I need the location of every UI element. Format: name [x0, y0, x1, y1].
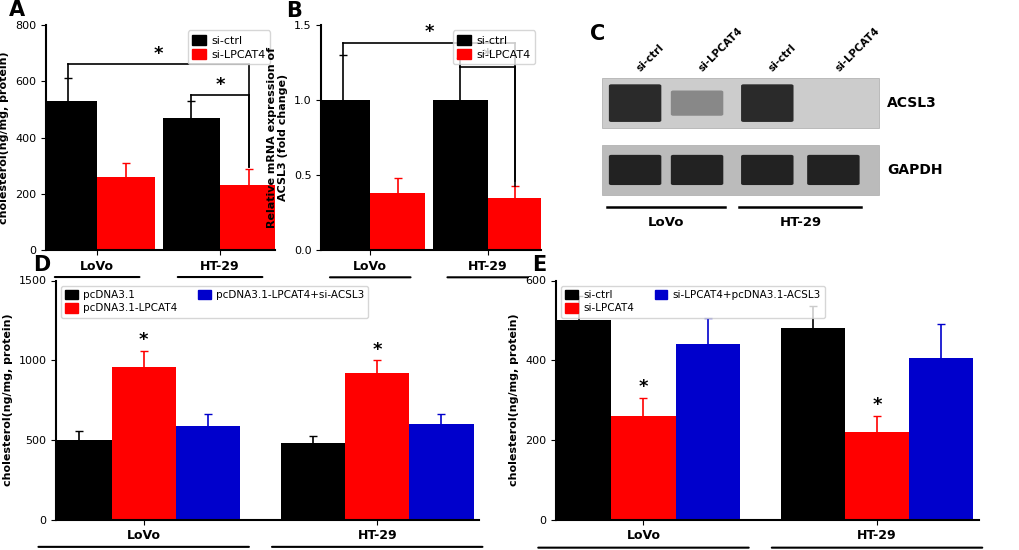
Text: *: *: [638, 378, 648, 396]
Bar: [546, 320, 610, 520]
Legend: si-ctrl, si-LPCAT4: si-ctrl, si-LPCAT4: [187, 30, 270, 64]
Text: A: A: [9, 1, 25, 20]
Bar: [487, 197, 542, 250]
Text: *: *: [871, 396, 880, 414]
Bar: [163, 118, 220, 250]
Bar: [97, 177, 154, 250]
Y-axis label: Relative mRNA expression of
ACSL3 (fold change): Relative mRNA expression of ACSL3 (fold …: [267, 47, 288, 228]
Text: si-LPCAT4: si-LPCAT4: [696, 25, 744, 73]
Bar: [780, 328, 844, 520]
Bar: [610, 416, 675, 520]
FancyBboxPatch shape: [806, 155, 859, 185]
FancyBboxPatch shape: [601, 145, 878, 195]
Text: *: *: [154, 45, 163, 63]
Text: *: *: [483, 47, 492, 65]
Bar: [220, 185, 277, 250]
Y-axis label: cholesterol(ng/mg, protein): cholesterol(ng/mg, protein): [510, 314, 519, 486]
Text: *: *: [139, 331, 149, 349]
Bar: [47, 440, 111, 520]
Text: *: *: [372, 340, 381, 359]
Bar: [908, 358, 972, 520]
Text: ACSL3: ACSL3: [887, 96, 935, 110]
FancyBboxPatch shape: [671, 155, 722, 185]
Y-axis label: cholesterol(ng/mg, protein): cholesterol(ng/mg, protein): [0, 51, 9, 224]
Bar: [370, 193, 425, 250]
Bar: [315, 100, 370, 250]
Text: *: *: [215, 76, 224, 94]
Text: si-LPCAT4: si-LPCAT4: [833, 25, 880, 73]
Bar: [40, 101, 97, 250]
FancyBboxPatch shape: [741, 155, 793, 185]
FancyBboxPatch shape: [601, 78, 878, 128]
Bar: [409, 424, 473, 520]
Bar: [175, 426, 239, 520]
Bar: [344, 373, 409, 520]
Text: HT-29: HT-29: [779, 216, 820, 229]
Bar: [111, 367, 175, 520]
Y-axis label: cholesterol(ng/mg, protein): cholesterol(ng/mg, protein): [3, 314, 13, 486]
FancyBboxPatch shape: [608, 155, 660, 185]
Text: *: *: [424, 23, 433, 41]
Text: si-ctrl: si-ctrl: [766, 42, 798, 73]
Text: LoVo: LoVo: [647, 216, 684, 229]
FancyBboxPatch shape: [608, 84, 660, 122]
Bar: [432, 100, 487, 250]
Bar: [844, 432, 908, 520]
Text: B: B: [285, 1, 302, 21]
Legend: si-ctrl, si-LPCAT4, si-LPCAT4+pcDNA3.1-ACSL3: si-ctrl, si-LPCAT4, si-LPCAT4+pcDNA3.1-A…: [560, 285, 824, 317]
Legend: pcDNA3.1, pcDNA3.1-LPCAT4, pcDNA3.1-LPCAT4+si-ACSL3: pcDNA3.1, pcDNA3.1-LPCAT4, pcDNA3.1-LPCA…: [61, 285, 368, 317]
Text: si-ctrl: si-ctrl: [635, 42, 665, 73]
FancyBboxPatch shape: [741, 84, 793, 122]
Text: C: C: [589, 24, 604, 44]
Text: D: D: [33, 255, 50, 275]
FancyBboxPatch shape: [671, 91, 722, 116]
Legend: si-ctrl, si-LPCAT4: si-ctrl, si-LPCAT4: [452, 30, 535, 64]
Text: GAPDH: GAPDH: [887, 163, 942, 177]
Text: E: E: [532, 255, 546, 274]
Bar: [280, 443, 344, 520]
Bar: [675, 344, 739, 520]
